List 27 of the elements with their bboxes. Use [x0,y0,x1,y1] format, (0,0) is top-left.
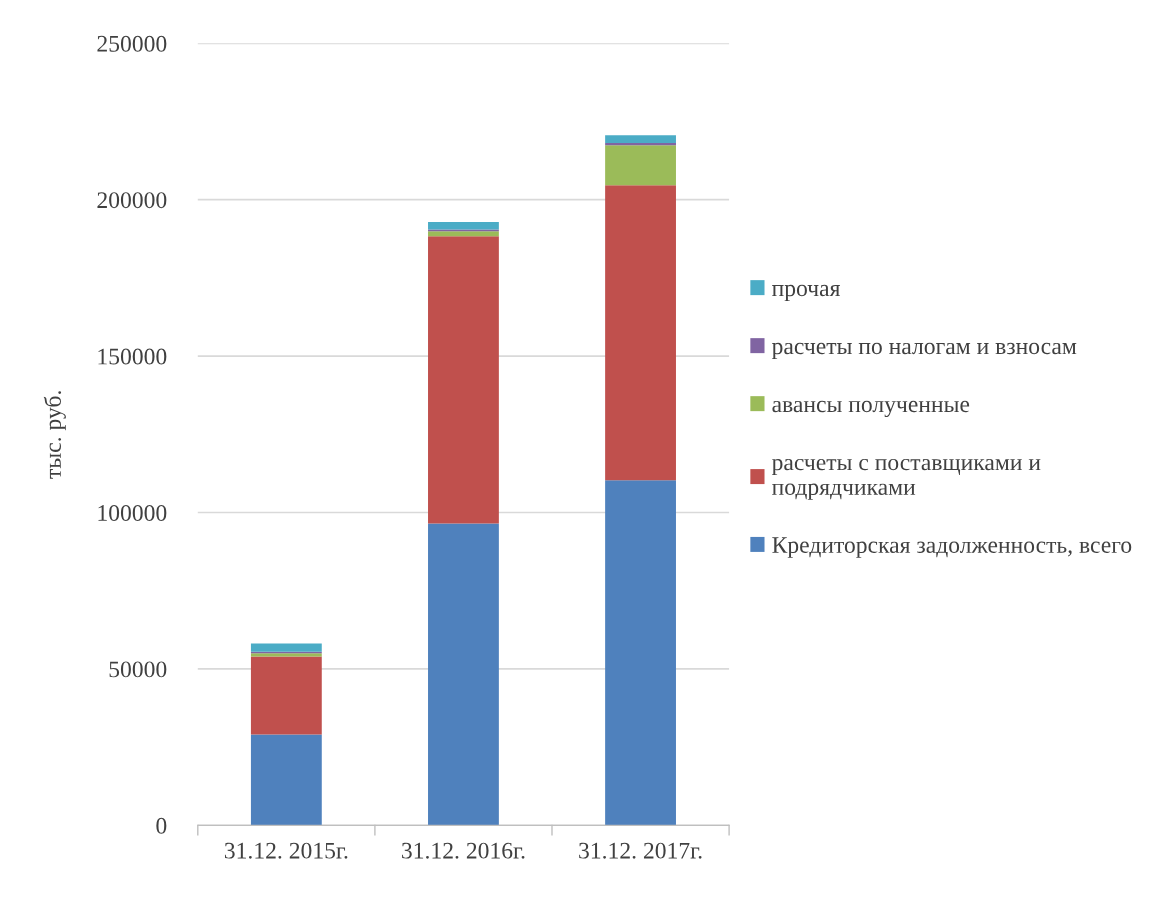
y-tick-label: 250000 [97,35,167,52]
legend-label: авансы полученные [772,400,970,418]
bar [605,143,676,146]
bar [428,231,499,237]
bar [428,221,499,230]
y-tick-label: 0 [156,817,167,834]
bar [605,135,676,144]
y-tick-label: 200000 [97,192,167,209]
x-tick-label: 31.12. 2015г. [224,842,348,859]
legend-label: расчеты с поставщиками и подрядчиками [771,458,1041,500]
x-tick-label: 31.12. 2016г. [402,842,525,859]
y-axis-title: тыс. руб. [43,391,66,479]
y-tick-label: 150000 [98,348,167,365]
legend-label: прочая [772,284,841,301]
bar [250,734,322,826]
bar [428,523,499,826]
bar [605,145,676,186]
y-tick-label: 100000 [98,505,167,521]
legend-label: расчеты по налогам и взносам [771,342,1077,359]
bar [250,656,322,735]
bar [428,236,499,524]
bar [605,480,676,826]
x-tick-label: 31.12. 2017г. [579,842,702,859]
bar [250,643,322,652]
y-tick-label: 50000 [109,661,167,678]
legend-label: Кредиторская задолженность, всего [772,537,1132,558]
bar [605,185,676,481]
